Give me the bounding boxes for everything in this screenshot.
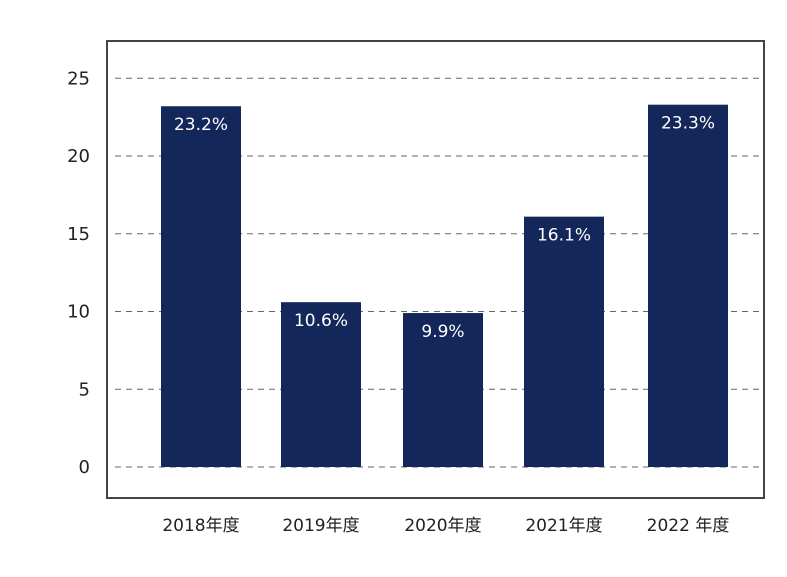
y-tick-label: 10 — [67, 302, 90, 323]
bar — [403, 313, 483, 467]
x-category-label: 2022 年度 — [647, 516, 730, 536]
data-label: 23.2% — [174, 115, 228, 135]
data-label: 10.6% — [294, 311, 348, 331]
x-axis-category-labels: 2018年度 2019年度 2020年度 2021年度 2022 年度 — [162, 516, 729, 536]
x-category-label: 2019年度 — [282, 516, 359, 536]
y-tick-label: 25 — [67, 68, 90, 89]
data-label: 9.9% — [421, 322, 464, 342]
y-tick-label: 20 — [67, 146, 90, 167]
bar — [161, 106, 241, 468]
y-axis-tick-labels: 0 5 10 15 20 25 — [67, 68, 90, 478]
plot-frame — [106, 40, 765, 499]
data-label: 23.3% — [661, 114, 715, 134]
x-category-label: 2020年度 — [404, 516, 481, 536]
bar — [648, 104, 728, 467]
bar — [281, 302, 361, 467]
data-labels: 23.2% 10.6% 9.9% 16.1% 23.3% — [174, 114, 715, 342]
y-tick-label: 0 — [79, 457, 90, 478]
x-category-label: 2018年度 — [162, 516, 239, 536]
x-category-label: 2021年度 — [525, 516, 602, 536]
y-tick-label: 5 — [79, 379, 90, 400]
y-tick-label: 15 — [67, 224, 90, 245]
bar — [524, 216, 604, 467]
data-label: 16.1% — [537, 226, 591, 246]
bars — [161, 104, 728, 468]
